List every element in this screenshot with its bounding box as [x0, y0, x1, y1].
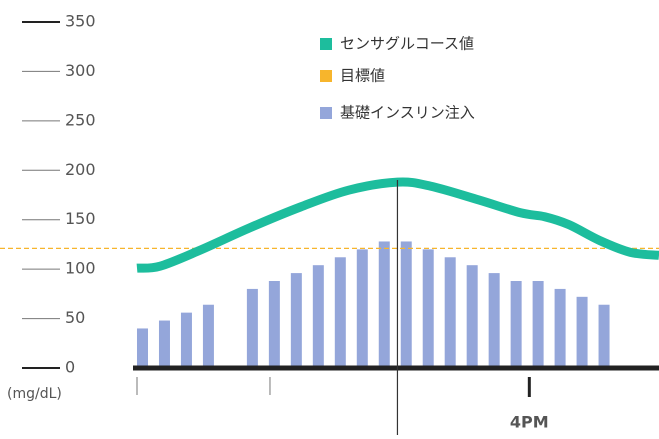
- bar: [158, 320, 170, 368]
- legend-swatch: [320, 107, 332, 119]
- bar: [598, 304, 610, 368]
- bar: [576, 296, 588, 368]
- bar: [378, 241, 390, 368]
- bar: [312, 265, 324, 368]
- y-tick-label: 300: [65, 61, 96, 80]
- legend-swatch: [320, 38, 332, 50]
- bar: [554, 288, 566, 368]
- x-tick-label: 4PM: [510, 413, 549, 432]
- bar: [356, 249, 368, 368]
- bar: [466, 265, 478, 368]
- bar: [202, 304, 214, 368]
- bar: [532, 281, 544, 368]
- y-tick-label: 200: [65, 160, 96, 179]
- bar: [290, 273, 302, 368]
- legend-label: 目標値: [340, 67, 385, 85]
- bar: [334, 257, 346, 368]
- y-tick-label: 0: [65, 358, 75, 377]
- bar: [136, 328, 148, 368]
- bar: [268, 281, 280, 368]
- y-unit-label: (mg/dL): [7, 386, 62, 402]
- legend-swatch: [320, 70, 332, 82]
- y-tick-label: 150: [65, 209, 96, 228]
- y-tick-label: 350: [65, 12, 96, 31]
- y-tick-label: 50: [65, 308, 85, 327]
- glucose-line: [136, 177, 659, 273]
- bar: [488, 273, 500, 368]
- legend-label: 基礎インスリン注入: [340, 104, 475, 122]
- y-tick-label: 100: [65, 259, 96, 278]
- bar: [422, 249, 434, 368]
- legend-label: センサグルコース値: [340, 35, 474, 53]
- bar: [246, 288, 258, 368]
- bar: [444, 257, 456, 368]
- bar: [400, 241, 412, 368]
- y-tick-label: 250: [65, 110, 96, 129]
- bar: [180, 312, 192, 368]
- bar: [510, 281, 522, 368]
